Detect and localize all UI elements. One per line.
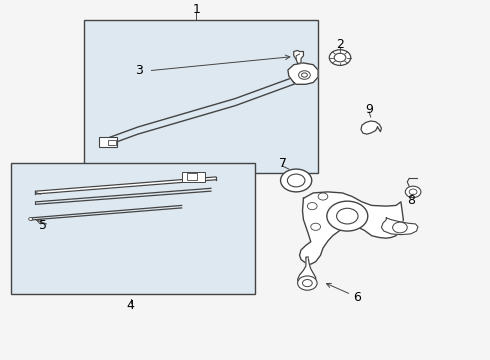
Circle shape [409, 189, 417, 195]
Bar [99, 138, 117, 147]
Circle shape [288, 174, 305, 187]
Text: 4: 4 [126, 300, 134, 312]
Text: 6: 6 [353, 291, 361, 304]
Text: 7: 7 [279, 157, 287, 170]
Circle shape [301, 73, 307, 77]
Polygon shape [288, 63, 318, 84]
Text: 5: 5 [39, 219, 47, 231]
Bar [108, 140, 116, 145]
Text: 2: 2 [336, 38, 344, 51]
Circle shape [337, 208, 358, 224]
Polygon shape [381, 218, 418, 235]
Bar [11, 163, 255, 294]
Circle shape [392, 222, 407, 233]
Polygon shape [361, 121, 381, 134]
Circle shape [311, 223, 320, 230]
Text: 8: 8 [407, 194, 415, 207]
Circle shape [329, 50, 351, 66]
Polygon shape [297, 257, 316, 287]
Bar [187, 174, 197, 180]
Polygon shape [299, 192, 403, 264]
Circle shape [302, 279, 312, 287]
Polygon shape [35, 177, 216, 194]
Text: 3: 3 [135, 64, 143, 77]
Circle shape [298, 71, 310, 79]
Text: 1: 1 [193, 3, 200, 16]
Circle shape [281, 169, 312, 192]
Circle shape [327, 201, 368, 231]
Circle shape [307, 203, 317, 210]
Polygon shape [294, 50, 303, 64]
Circle shape [297, 276, 317, 290]
Bar [84, 20, 318, 174]
Circle shape [29, 217, 32, 220]
Circle shape [334, 53, 346, 62]
Circle shape [318, 193, 328, 200]
Bar [182, 172, 205, 181]
Text: 9: 9 [366, 103, 373, 116]
Circle shape [405, 186, 421, 198]
